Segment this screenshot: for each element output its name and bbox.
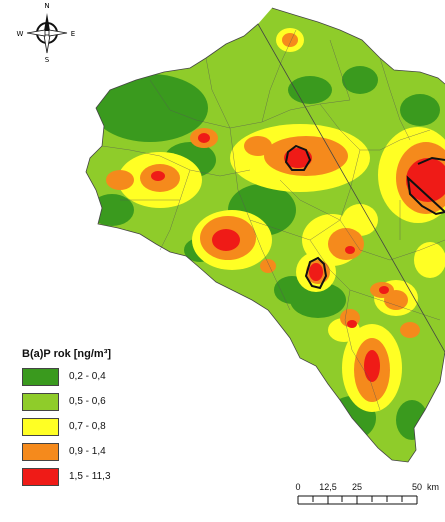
legend-item-label: 1,5 - 11,3 (69, 471, 111, 482)
district-boundaries (101, 29, 445, 411)
legend-swatch (22, 392, 59, 411)
legend-item-label: 0,9 - 1,4 (69, 446, 106, 457)
scale-label-50: 50 (411, 482, 423, 492)
compass-west-label: W (17, 30, 24, 38)
legend-item-label: 0,5 - 0,6 (69, 396, 106, 407)
legend-swatch (22, 442, 59, 461)
legend-swatch (22, 467, 59, 486)
legend-item: 0,2 - 0,4 (22, 364, 222, 389)
region-border (85, 7, 445, 463)
legend-item-label: 0,2 - 0,4 (69, 371, 106, 382)
scale-label-12-5: 12,5 (319, 482, 337, 492)
scale-label-0: 0 (295, 482, 301, 492)
scale-unit-label: km (427, 482, 439, 492)
legend-item: 0,5 - 0,6 (22, 389, 222, 414)
legend-swatch (22, 417, 59, 436)
legend-title: B(a)P rok [ng/m³] (22, 348, 112, 360)
city-boundary-east (406, 156, 445, 216)
scale-label-25: 25 (351, 482, 363, 492)
compass-south-label: S (45, 56, 50, 64)
compass-east-label: E (71, 30, 75, 38)
legend-item: 0,7 - 0,8 (22, 414, 222, 439)
legend-item-label: 0,7 - 0,8 (69, 421, 106, 432)
scale-bar-graphic (297, 495, 418, 505)
scale-bar: 0 12,5 25 50 km (290, 480, 440, 516)
legend: B(a)P rok [ng/m³] 0,2 - 0,4 0,5 - 0,6 0,… (22, 348, 222, 489)
compass-north-label: N (44, 2, 49, 10)
legend-item: 1,5 - 11,3 (22, 464, 222, 489)
legend-swatch (22, 367, 59, 386)
legend-item: 0,9 - 1,4 (22, 439, 222, 464)
city-boundary-center (284, 144, 312, 171)
compass-rose: N S W E (17, 2, 76, 64)
city-boundary-south (304, 256, 328, 290)
